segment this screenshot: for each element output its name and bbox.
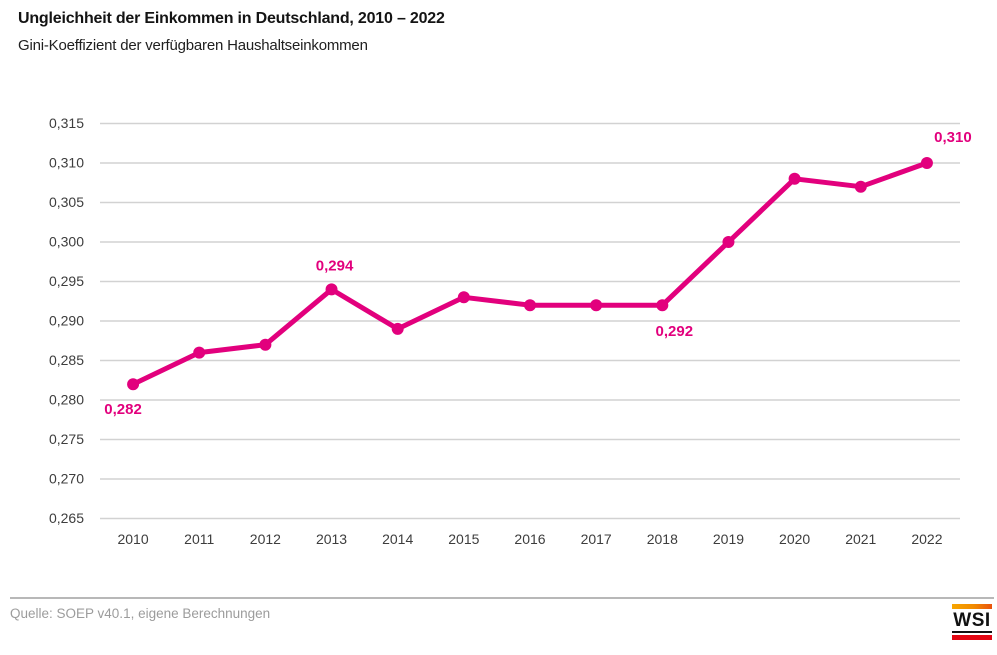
x-tick-label: 2022	[911, 531, 942, 547]
x-tick-label: 2011	[184, 531, 214, 547]
data-point	[854, 180, 867, 193]
data-point	[920, 157, 933, 169]
footer-divider	[10, 597, 994, 599]
data-point	[391, 322, 404, 335]
x-tick-label: 2017	[581, 531, 612, 547]
data-point	[656, 299, 669, 312]
y-tick-label: 0,270	[49, 471, 84, 487]
data-point	[524, 299, 536, 312]
y-tick-label: 0,275	[49, 431, 84, 447]
data-label: 0,282	[104, 401, 142, 418]
data-label: 0,292	[656, 323, 694, 340]
logo-text: WSI	[952, 610, 992, 633]
data-label: 0,310	[934, 129, 972, 146]
y-tick-label: 0,290	[49, 313, 84, 329]
data-point	[457, 291, 470, 304]
y-tick-label: 0,310	[49, 155, 84, 171]
source-text: Quelle: SOEP v40.1, eigene Berechnungen	[10, 606, 271, 621]
chart-title: Ungleichheit der Einkommen in Deutschlan…	[18, 10, 445, 27]
data-point	[325, 283, 338, 296]
x-tick-label: 2020	[779, 531, 810, 547]
data-point	[590, 299, 603, 312]
y-tick-label: 0,315	[49, 115, 84, 131]
y-tick-label: 0,305	[49, 194, 84, 210]
x-tick-label: 2012	[250, 531, 281, 547]
data-label: 0,294	[316, 257, 354, 274]
x-tick-label: 2013	[316, 531, 347, 547]
y-tick-label: 0,280	[49, 392, 84, 408]
x-tick-label: 2010	[117, 531, 148, 547]
x-tick-label: 2018	[647, 531, 678, 547]
x-tick-label: 2014	[382, 531, 413, 547]
data-point	[788, 172, 801, 185]
y-tick-label: 0,265	[49, 510, 84, 526]
data-point	[722, 236, 735, 248]
x-tick-label: 2016	[514, 531, 545, 547]
x-tick-label: 2019	[713, 531, 744, 547]
y-tick-label: 0,295	[49, 273, 84, 289]
y-tick-label: 0,285	[49, 352, 84, 368]
logo-bottom-bar	[952, 634, 992, 640]
data-point	[193, 346, 206, 359]
x-tick-label: 2015	[448, 531, 479, 547]
data-point	[259, 338, 272, 351]
wsi-logo: WSI	[952, 604, 992, 640]
trend-line	[130, 160, 930, 387]
data-point	[127, 378, 140, 391]
x-tick-label: 2021	[845, 531, 876, 547]
logo-top-bar	[952, 604, 992, 609]
y-tick-label: 0,300	[49, 234, 84, 250]
chart-subtitle: Gini-Koeffizient der verfügbaren Haushal…	[18, 37, 368, 54]
